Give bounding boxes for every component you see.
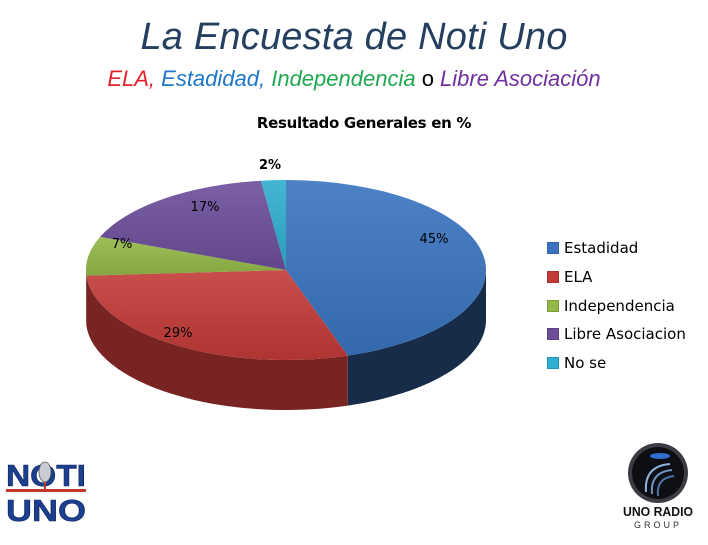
uno-radio-group-logo: UNO RADIO GROUP xyxy=(623,443,693,530)
legend-item-estadidad: Estadidad xyxy=(547,234,686,263)
subtitle-libre-asociacion: Libre Asociación xyxy=(440,66,601,91)
legend-swatch-icon xyxy=(547,299,559,312)
subtitle-estadidad: Estadidad, xyxy=(155,66,266,91)
data-label-ela: 29% xyxy=(164,326,193,341)
chart-legend: Estadidad ELA Independencia Libre Asocia… xyxy=(547,234,686,377)
pie-side-estadidad xyxy=(347,270,486,406)
data-label-libre-asociacion: 17% xyxy=(191,200,220,215)
chart-title: Resultado Generales en % xyxy=(256,114,472,132)
data-label-estadidad: 45% xyxy=(420,232,449,247)
subtitle-o: o xyxy=(415,66,441,91)
slide-title: La Encuesta de Noti Uno xyxy=(140,16,568,58)
legend-label: Estadidad xyxy=(564,239,639,258)
legend-label: Independencia xyxy=(564,296,675,315)
legend-swatch-icon xyxy=(547,242,559,255)
legend-label: No se xyxy=(564,354,607,373)
subtitle-ela: ELA, xyxy=(107,66,156,91)
data-label-no-se: 2% xyxy=(259,158,281,173)
pie-labels: 45% 29% 7% 17% 2% xyxy=(112,158,449,341)
pie-side-ela xyxy=(86,275,348,411)
legend-swatch-icon xyxy=(547,271,559,284)
subtitle-independencia: Independencia xyxy=(265,66,416,91)
pie-sides xyxy=(86,270,486,411)
legend-item-libre-asociacion: Libre Asociacion xyxy=(547,320,686,349)
noti-uno-logo: NOTI UNO xyxy=(6,458,87,524)
svg-text:UNO: UNO xyxy=(6,493,86,524)
slide-subtitle: ELA, Estadidad, Independencia o Libre As… xyxy=(0,66,708,92)
legend-swatch-icon xyxy=(547,357,559,370)
svg-text:GROUP: GROUP xyxy=(634,520,682,530)
data-label-independencia: 7% xyxy=(112,237,133,252)
pie-top xyxy=(86,180,487,360)
legend-item-no-se: No se xyxy=(547,349,686,378)
svg-text:UNO RADIO: UNO RADIO xyxy=(623,505,693,519)
legend-item-independencia: Independencia xyxy=(547,291,686,320)
legend-swatch-icon xyxy=(547,328,559,341)
legend-label: Libre Asociacion xyxy=(564,325,686,344)
microphone-icon xyxy=(38,461,52,483)
legend-label: ELA xyxy=(564,268,593,287)
legend-item-ela: ELA xyxy=(547,263,686,292)
